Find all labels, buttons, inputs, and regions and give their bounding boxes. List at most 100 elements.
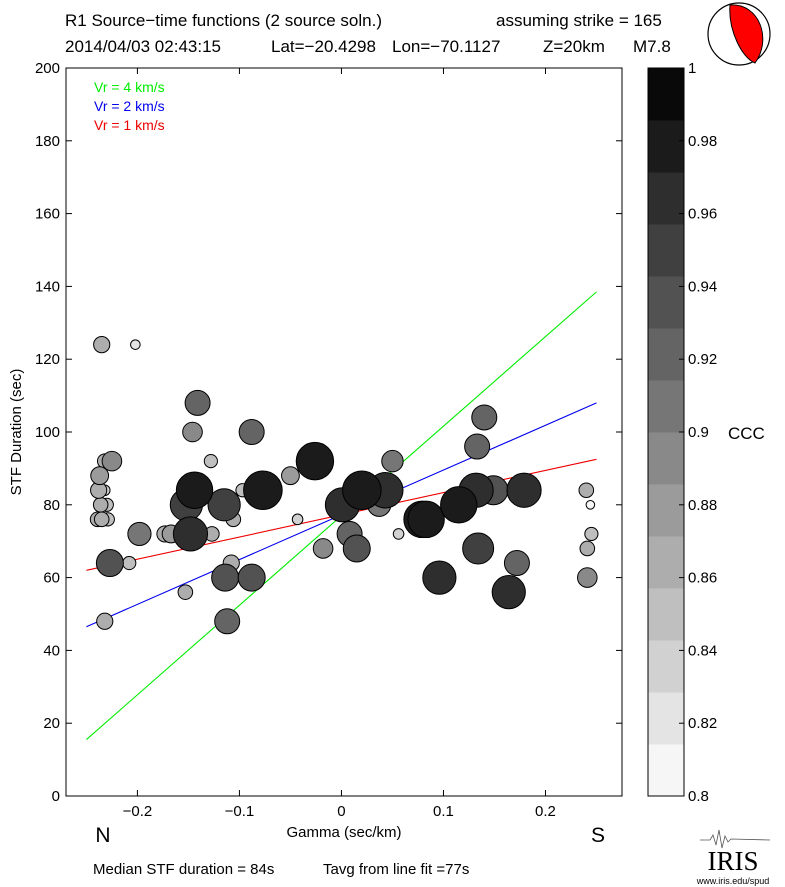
y-tick-label: 180 <box>35 133 60 150</box>
colorbar-tick-label: 0.9 <box>688 424 709 441</box>
colorbar-tick-label: 1 <box>688 60 696 77</box>
colorbar-bin <box>648 328 684 381</box>
colorbar-bin <box>648 276 684 329</box>
colorbar-bin <box>648 380 684 433</box>
latitude: Lat=−20.4298 <box>271 37 376 56</box>
x-tick-label: 0.2 <box>535 803 556 820</box>
colorbar-tick-label: 0.82 <box>688 715 717 732</box>
colorbar: 0.8 0.82 0.84 0.86 0.88 0.9 0.92 0.94 0.96 0.98 1 <box>647 60 717 805</box>
data-point <box>281 466 300 486</box>
x-tick-label: 0.1 <box>433 803 454 820</box>
data-point <box>130 339 141 350</box>
data-point <box>342 470 382 511</box>
data-point <box>211 563 240 592</box>
colorbar-tick-label: 0.88 <box>688 497 717 514</box>
y-tick-label: 120 <box>35 351 60 368</box>
y-tick-label: 60 <box>43 570 60 587</box>
data-point <box>101 450 123 472</box>
colorbar-bin <box>648 68 684 121</box>
iris-logo-text: IRIS <box>707 846 758 876</box>
data-point <box>207 488 241 522</box>
data-point <box>471 404 498 431</box>
y-tick-label: 80 <box>43 497 60 514</box>
colorbar-bin <box>648 224 684 277</box>
data-point <box>93 336 111 354</box>
data-point <box>93 511 110 528</box>
x-tick-label: 0 <box>337 803 345 820</box>
x-tick-label: −0.2 <box>123 803 153 820</box>
depth: Z=20km <box>543 37 605 56</box>
legend-fast: Vr = 4 km/s <box>94 79 165 95</box>
data-point <box>585 500 596 510</box>
x-axis-label: Gamma (sec/km) <box>286 824 401 841</box>
data-points <box>89 336 599 635</box>
data-point <box>464 433 491 460</box>
colorbar-tick-label: 0.86 <box>688 570 717 587</box>
data-point <box>295 441 335 481</box>
colorbar-bin <box>648 120 684 173</box>
legend: Vr = 4 km/s Vr = 2 km/s Vr = 1 km/s <box>94 79 165 133</box>
data-point <box>237 563 266 592</box>
beachball-icon <box>707 2 771 66</box>
colorbar-bin <box>648 588 684 641</box>
data-point <box>491 575 526 610</box>
colorbar-tick-label: 0.94 <box>688 278 717 295</box>
colorbar-tick-label: 0.8 <box>688 788 709 805</box>
legend-mid: Vr = 2 km/s <box>94 98 165 114</box>
south-label: S <box>591 824 605 847</box>
longitude: Lon=−70.1127 <box>392 37 500 56</box>
colorbar-bin <box>648 744 684 797</box>
data-point <box>506 472 542 508</box>
data-point <box>503 550 530 577</box>
data-point <box>462 532 495 565</box>
data-point <box>578 482 595 499</box>
data-point <box>577 567 598 588</box>
tavg-fit: Tavg from line fit =77s <box>323 861 469 878</box>
colorbar-tick-label: 0.84 <box>688 642 717 659</box>
data-point <box>238 419 265 445</box>
data-point <box>127 521 152 547</box>
colorbar-bin <box>648 432 684 485</box>
colorbar-bin <box>648 172 684 225</box>
data-point <box>203 454 218 469</box>
colorbar-tick-label: 0.98 <box>688 133 717 150</box>
data-point <box>184 389 211 416</box>
y-tick-label: 140 <box>35 278 60 295</box>
data-point <box>182 421 203 443</box>
data-point <box>96 612 114 630</box>
colorbar-bin <box>648 692 684 745</box>
colorbar-bin <box>648 640 684 693</box>
data-point <box>422 560 457 595</box>
colorbar-bin <box>648 536 684 589</box>
data-point <box>214 608 241 635</box>
data-point <box>172 516 209 552</box>
x-axis: −0.2 −0.1 0 0.1 0.2 <box>123 68 556 820</box>
y-tick-label: 0 <box>52 788 60 805</box>
y-tick-label: 160 <box>35 206 60 223</box>
y-axis-label: STF Duration (sec) <box>8 369 25 496</box>
figure-title: R1 Source−time functions (2 source soln.… <box>65 11 382 30</box>
data-point <box>175 471 214 509</box>
data-point <box>90 466 110 486</box>
y-tick-label: 100 <box>35 424 60 441</box>
data-point <box>243 470 283 511</box>
colorbar-tick-label: 0.96 <box>688 206 717 223</box>
y-tick-label: 40 <box>43 642 60 659</box>
data-point <box>381 449 404 473</box>
north-label: N <box>95 824 110 847</box>
iris-url: www.iris.edu/spud <box>696 876 770 886</box>
legend-slow: Vr = 1 km/s <box>94 117 165 133</box>
y-tick-label: 200 <box>35 60 60 77</box>
data-point <box>579 540 596 557</box>
plot-frame <box>65 67 623 797</box>
colorbar-tick-label: 0.92 <box>688 351 717 368</box>
data-point <box>342 534 371 563</box>
y-tick-label: 20 <box>43 715 60 732</box>
colorbar-label: CCC <box>728 424 765 443</box>
data-point <box>407 500 445 539</box>
data-point <box>291 513 304 526</box>
data-point <box>392 528 405 540</box>
magnitude: M7.8 <box>633 37 671 56</box>
iris-logo: IRIS www.iris.edu/spud <box>696 829 771 886</box>
